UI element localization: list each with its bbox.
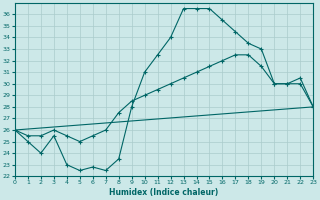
X-axis label: Humidex (Indice chaleur): Humidex (Indice chaleur)	[109, 188, 219, 197]
